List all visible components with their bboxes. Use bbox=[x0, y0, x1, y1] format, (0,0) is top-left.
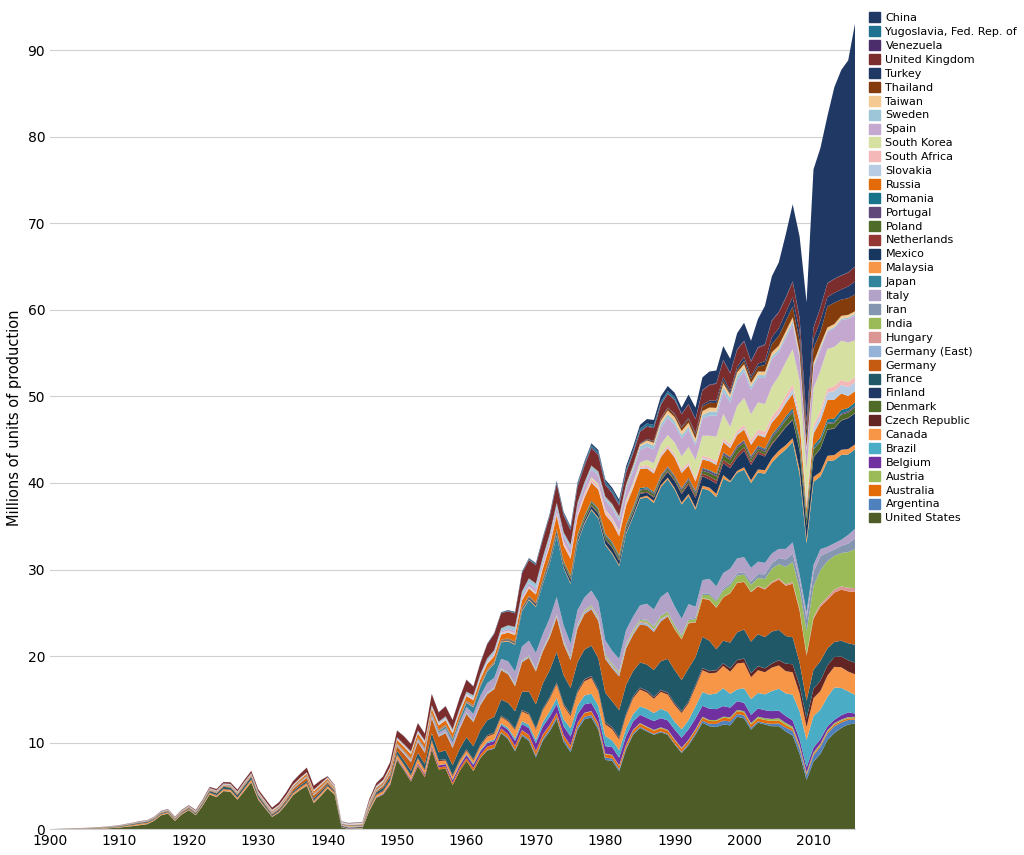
Y-axis label: Millions of units of production: Millions of units of production bbox=[7, 310, 22, 527]
Legend: China, Yugoslavia, Fed. Rep. of, Venezuela, United Kingdom, Turkey, Thailand, Ta: China, Yugoslavia, Fed. Rep. of, Venezue… bbox=[868, 13, 1017, 523]
